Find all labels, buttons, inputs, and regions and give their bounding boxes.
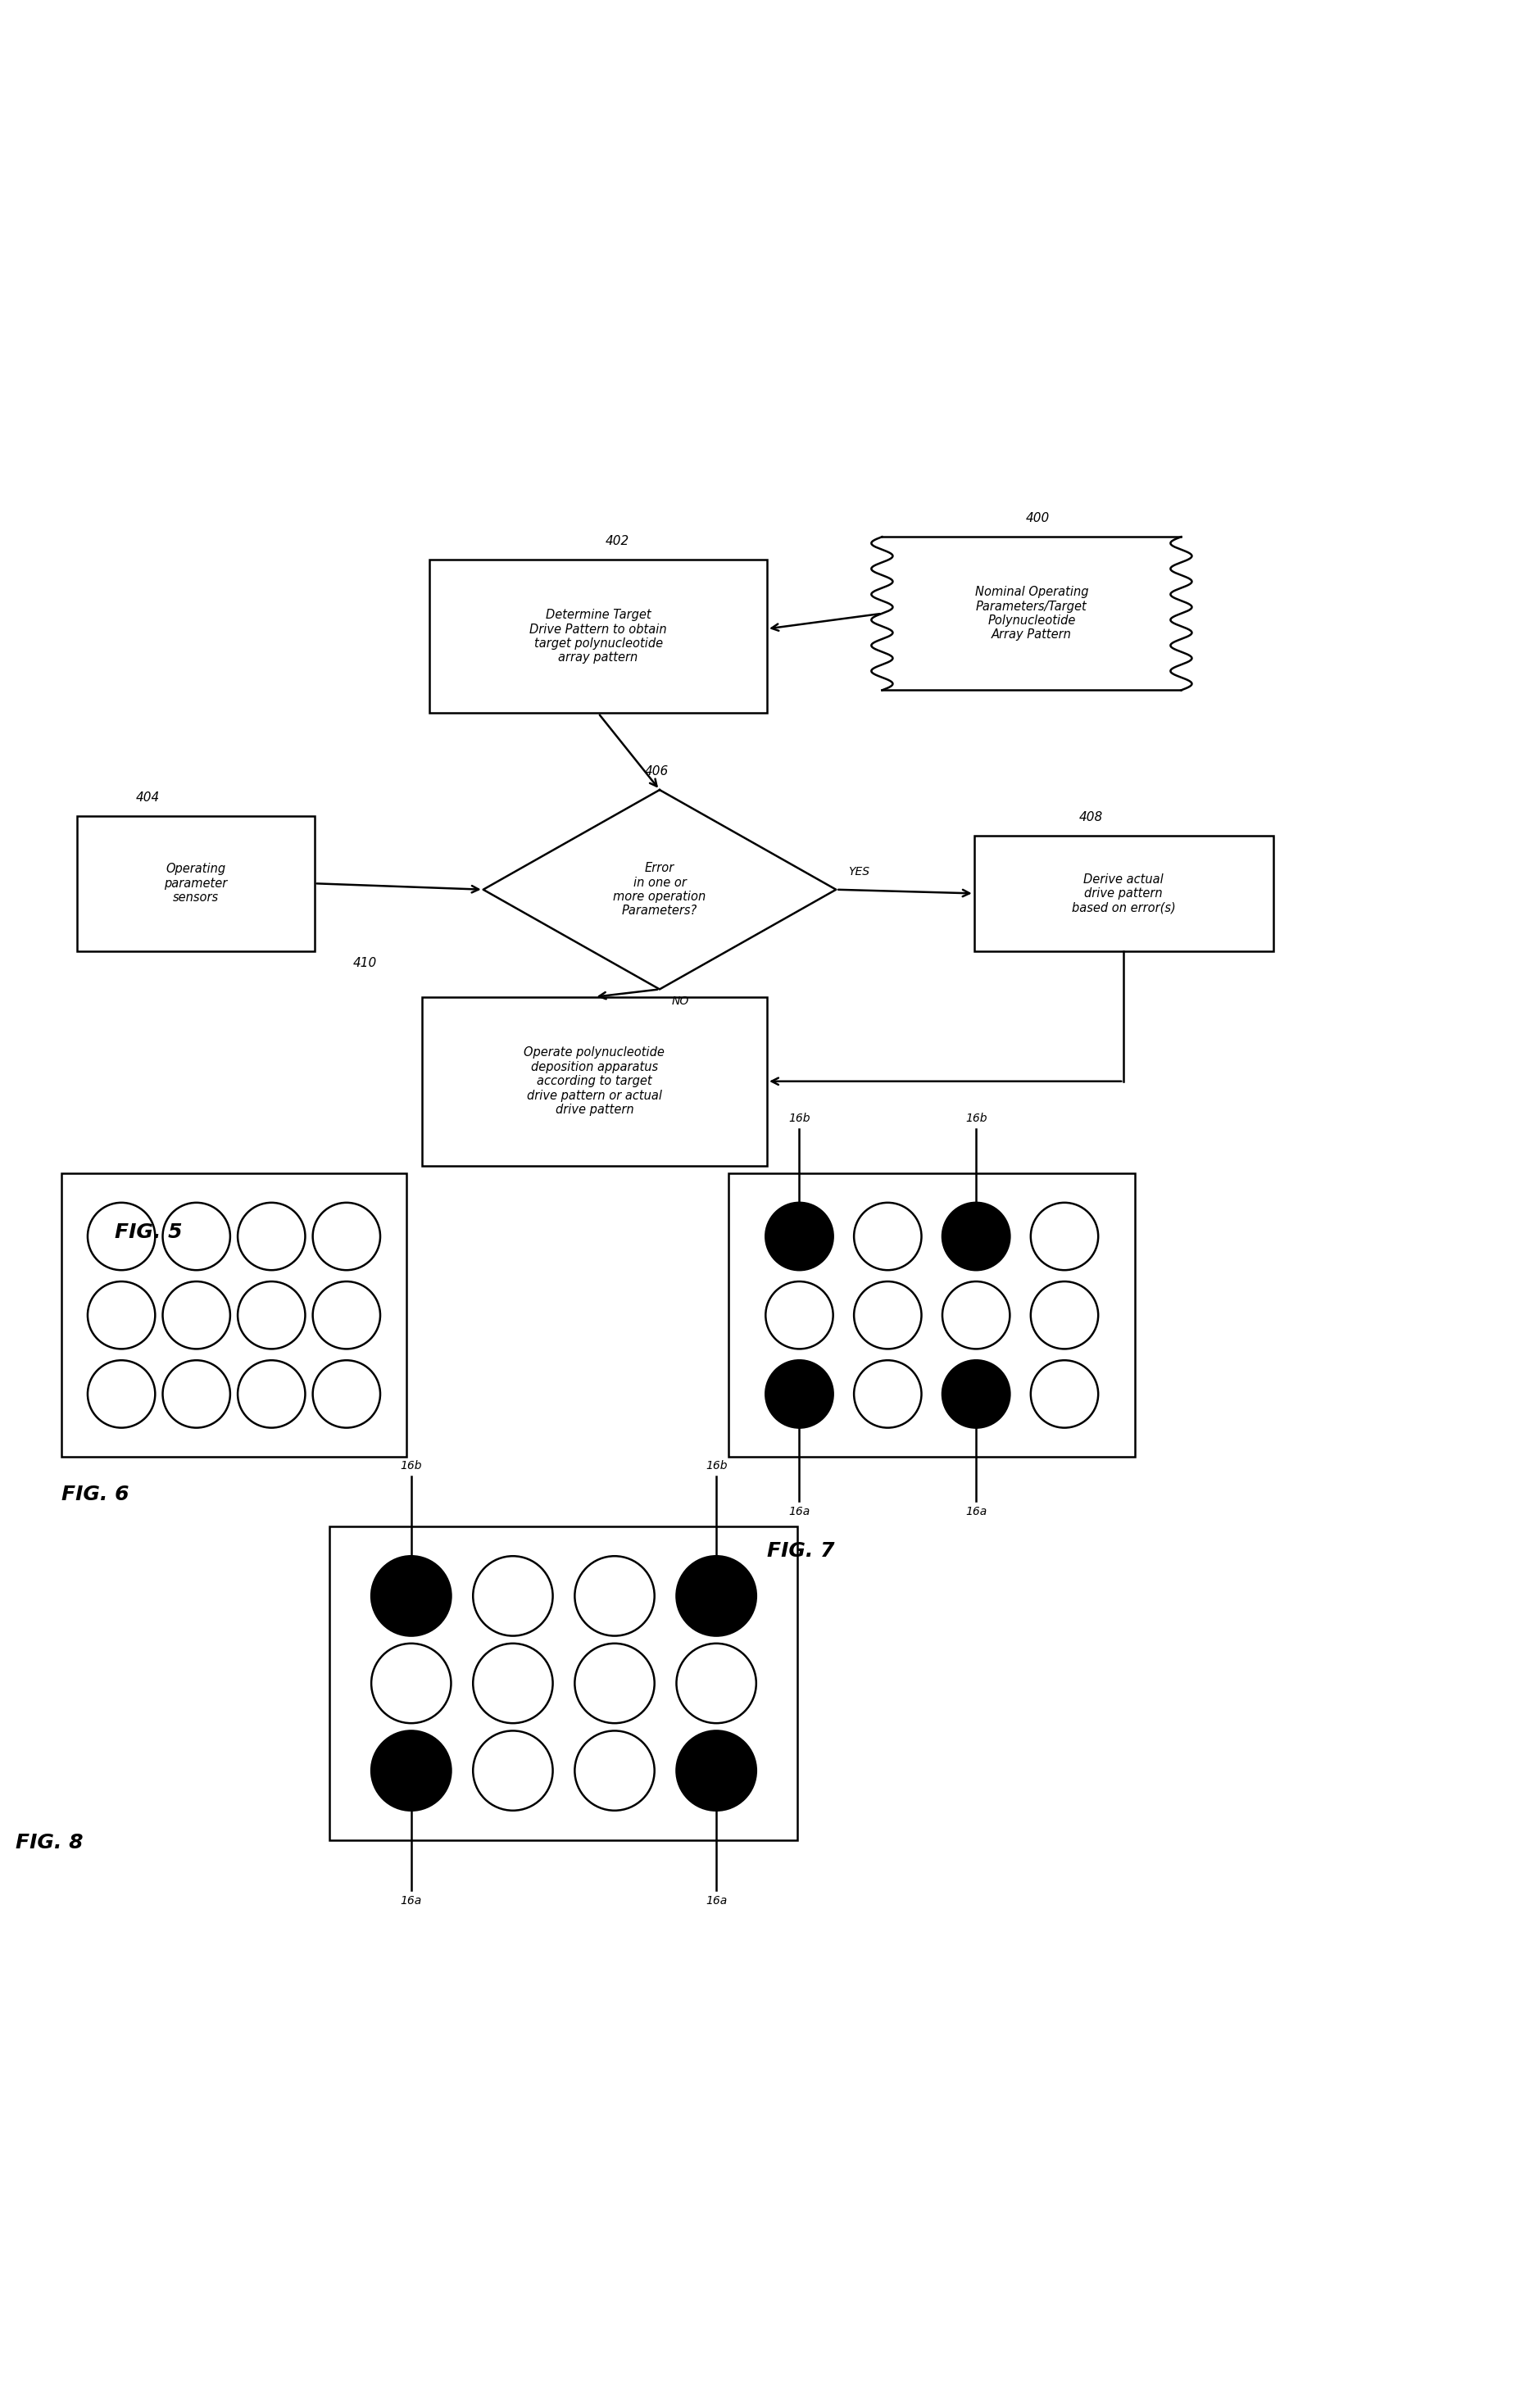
Text: FIG. 8: FIG. 8 <box>15 1832 83 1852</box>
Circle shape <box>676 1731 756 1811</box>
Text: 402: 402 <box>604 535 629 547</box>
Bar <box>422 997 767 1165</box>
Text: Determine Target
Drive Pattern to obtain
target polynucleotide
array pattern: Determine Target Drive Pattern to obtain… <box>529 609 667 665</box>
Text: YES: YES <box>848 867 870 877</box>
Text: 408: 408 <box>1078 811 1103 824</box>
Text: FIG. 6: FIG. 6 <box>61 1486 129 1505</box>
Bar <box>974 836 1273 951</box>
Bar <box>330 1527 798 1840</box>
Bar <box>61 1173 407 1457</box>
Text: 16b: 16b <box>788 1112 810 1125</box>
Text: Operate polynucleotide
deposition apparatus
according to target
drive pattern or: Operate polynucleotide deposition appara… <box>525 1047 664 1115</box>
Text: 406: 406 <box>644 766 669 778</box>
Text: Nominal Operating
Parameters/Target
Polynucleotide
Array Pattern: Nominal Operating Parameters/Target Poly… <box>976 585 1088 641</box>
Text: 16a: 16a <box>965 1505 986 1517</box>
Bar <box>430 559 767 713</box>
Circle shape <box>942 1202 1009 1269</box>
Text: Operating
parameter
sensors: Operating parameter sensors <box>164 862 227 903</box>
Text: 16a: 16a <box>400 1895 422 1907</box>
Text: 16a: 16a <box>788 1505 810 1517</box>
Text: 16b: 16b <box>965 1112 986 1125</box>
Bar <box>729 1173 1135 1457</box>
Text: FIG. 7: FIG. 7 <box>767 1541 834 1560</box>
Bar <box>77 816 314 951</box>
Circle shape <box>371 1556 451 1635</box>
Circle shape <box>942 1361 1009 1428</box>
Text: 16b: 16b <box>400 1459 422 1471</box>
Text: 400: 400 <box>1026 513 1049 525</box>
Text: 410: 410 <box>353 956 377 970</box>
Circle shape <box>676 1556 756 1635</box>
Circle shape <box>765 1202 833 1269</box>
Text: FIG. 5: FIG. 5 <box>115 1223 183 1243</box>
Text: 404: 404 <box>137 792 160 804</box>
Text: Error
in one or
more operation
Parameters?: Error in one or more operation Parameter… <box>614 862 706 917</box>
Circle shape <box>371 1731 451 1811</box>
Text: Derive actual
drive pattern
based on error(s): Derive actual drive pattern based on err… <box>1072 874 1175 913</box>
Circle shape <box>765 1361 833 1428</box>
Text: NO: NO <box>672 995 689 1007</box>
Text: 16a: 16a <box>706 1895 727 1907</box>
Text: 16b: 16b <box>706 1459 727 1471</box>
